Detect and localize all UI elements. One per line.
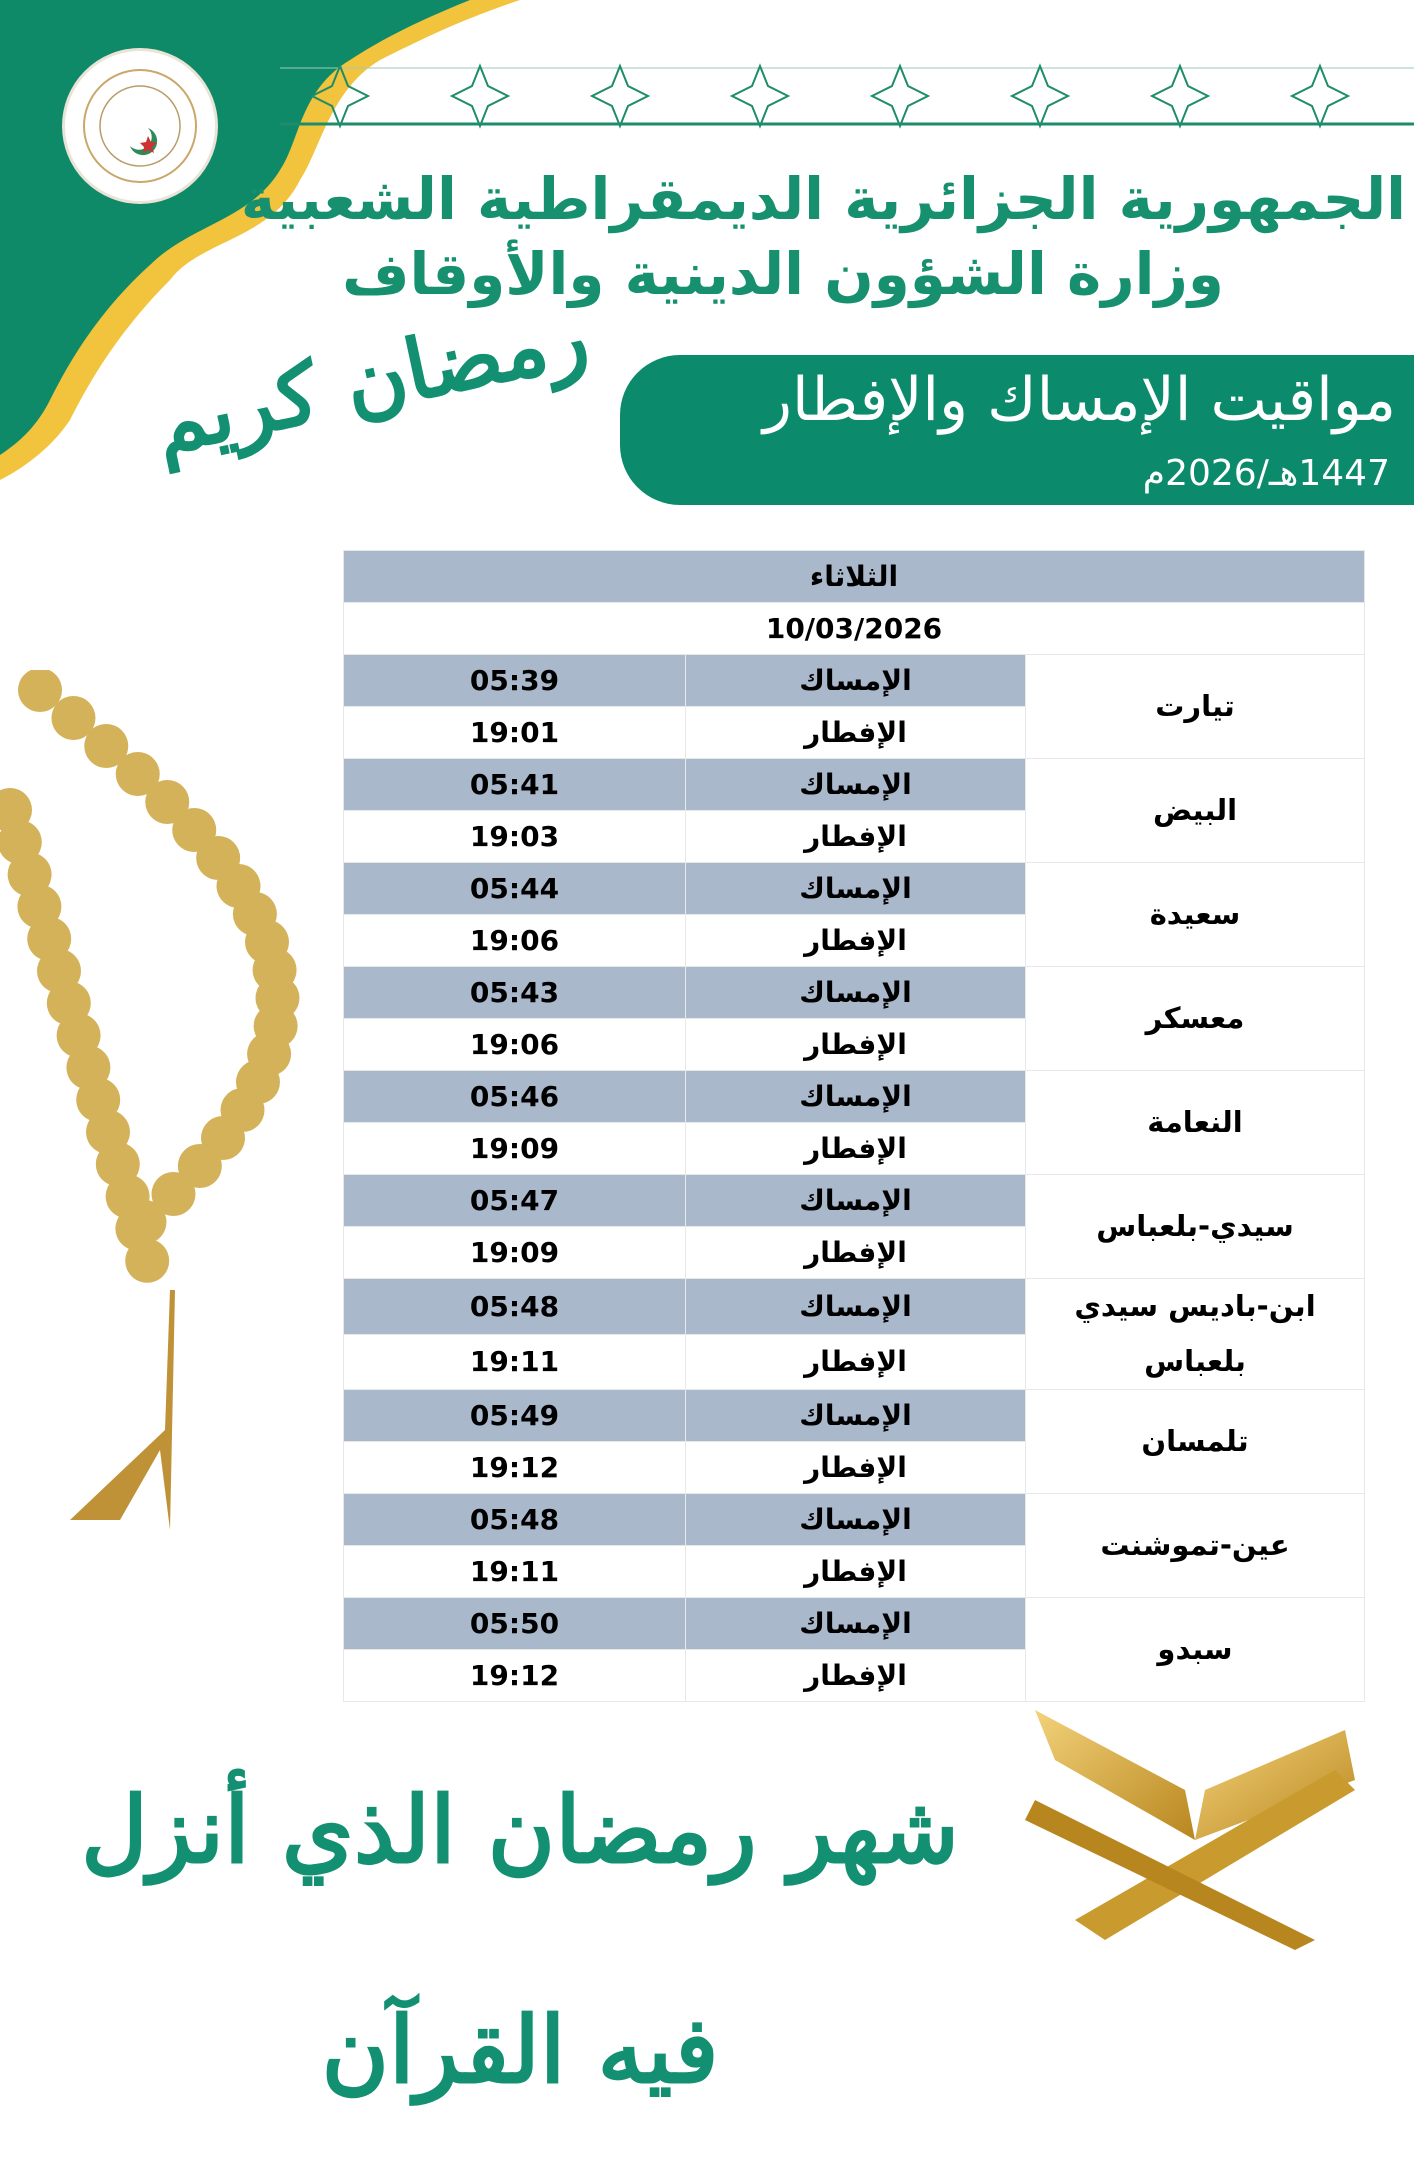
iftar-label: الإفطار	[685, 810, 1026, 863]
city-row-imsak: سيدي-بلعباس الإمساك 05:47	[343, 1174, 1365, 1279]
city-row-imsak: ابن-باديس سيدي بلعباس الإمساك 05:48	[343, 1277, 1365, 1391]
city-name: تيارت	[1025, 654, 1365, 759]
imsak-time: 05:50	[343, 1597, 686, 1651]
bead	[84, 724, 129, 768]
city-row-imsak: سبدو الإمساك 05:50	[343, 1597, 1365, 1703]
city-name: البيض	[1025, 758, 1365, 863]
bead	[115, 752, 160, 796]
bead	[151, 1172, 196, 1216]
city-name: النعامة	[1025, 1070, 1365, 1175]
quran-book-icon	[1025, 1710, 1355, 1950]
ornamental-border	[280, 63, 1414, 129]
iftar-label: الإفطار	[685, 914, 1026, 967]
iftar-time: 19:03	[343, 810, 686, 863]
imsak-time: 05:44	[343, 862, 686, 915]
imsak-label: الإمساك	[685, 1070, 1026, 1123]
iftar-label: الإفطار	[685, 706, 1026, 759]
quran-verse-calligraphy: شهر رمضان الذي أنزل فيه القرآن	[80, 1776, 960, 2104]
bead	[177, 1144, 222, 1188]
iftar-time: 19:09	[343, 1122, 686, 1175]
bead	[145, 780, 190, 824]
republic-title: الجمهورية الجزائرية الديمقراطية الشعبية	[240, 165, 1406, 233]
imsak-label: الإمساك	[685, 1493, 1026, 1547]
imsak-label: الإمساك	[685, 1597, 1026, 1651]
city-row-iftar: الإفطار 19:09	[343, 1226, 1365, 1279]
ministry-title: وزارة الشؤون الدينية والأوقاف	[342, 240, 1224, 308]
city-row-iftar: الإفطار 19:06	[343, 914, 1365, 967]
imsak-time: 05:49	[343, 1389, 686, 1443]
imsak-label: الإمساك	[685, 1389, 1026, 1443]
city-row-imsak: البيض الإمساك 05:41	[343, 758, 1365, 863]
tassel	[70, 1290, 175, 1530]
title-banner: مواقيت الإمساك والإفطار 1447هـ/2026م	[620, 355, 1414, 505]
iftar-label: الإفطار	[685, 1649, 1026, 1703]
iftar-time: 19:11	[343, 1545, 686, 1599]
date-header: 10/03/2026	[343, 602, 1365, 655]
city-row-imsak: معسكر الإمساك 05:43	[343, 966, 1365, 1071]
day-header: الثلاثاء	[343, 550, 1365, 603]
city-name: عين-تموشنت	[1025, 1493, 1365, 1599]
emblem-icon	[83, 69, 197, 183]
iftar-time: 19:11	[343, 1333, 686, 1391]
city-row-iftar: الإفطار 19:11	[343, 1545, 1365, 1599]
city-name: سيدي-بلعباس	[1025, 1174, 1365, 1279]
imsak-label: الإمساك	[685, 966, 1026, 1019]
city-name: معسكر	[1025, 966, 1365, 1071]
prayer-beads-icon	[0, 670, 300, 1530]
iftar-time: 19:12	[343, 1649, 686, 1703]
imsak-label: الإمساك	[685, 654, 1026, 707]
imsak-time: 05:41	[343, 758, 686, 811]
city-row-iftar: الإفطار 19:11	[343, 1333, 1365, 1391]
city-name: سعيدة	[1025, 862, 1365, 967]
imsak-label: الإمساك	[685, 758, 1026, 811]
bead	[18, 670, 62, 712]
city-name: تلمسان	[1025, 1389, 1365, 1495]
iftar-label: الإفطار	[685, 1226, 1026, 1279]
iftar-time: 19:12	[343, 1441, 686, 1495]
banner-title: مواقيت الإمساك والإفطار	[763, 365, 1396, 435]
iftar-time: 19:06	[343, 914, 686, 967]
iftar-time: 19:06	[343, 1018, 686, 1071]
city-row-imsak: سعيدة الإمساك 05:44	[343, 862, 1365, 967]
iftar-time: 19:09	[343, 1226, 686, 1279]
iftar-label: الإفطار	[685, 1018, 1026, 1071]
imsak-time: 05:47	[343, 1174, 686, 1227]
city-row-iftar: الإفطار 19:01	[343, 706, 1365, 759]
city-row-iftar: الإفطار 19:06	[343, 1018, 1365, 1071]
imsak-label: الإمساك	[685, 862, 1026, 915]
city-row-imsak: النعامة الإمساك 05:46	[343, 1070, 1365, 1175]
city-name: سبدو	[1025, 1597, 1365, 1703]
iftar-label: الإفطار	[685, 1122, 1026, 1175]
imsak-time: 05:48	[343, 1493, 686, 1547]
imsak-time: 05:48	[343, 1278, 686, 1335]
city-name: ابن-باديس سيدي بلعباس	[1025, 1277, 1365, 1391]
city-row-iftar: الإفطار 19:09	[343, 1122, 1365, 1175]
imsak-label: الإمساك	[685, 1174, 1026, 1227]
city-row-imsak: تيارت الإمساك 05:39	[343, 654, 1365, 759]
ministry-logo	[62, 48, 218, 204]
iftar-label: الإفطار	[685, 1441, 1026, 1495]
city-row-imsak: عين-تموشنت الإمساك 05:48	[343, 1493, 1365, 1599]
city-row-imsak: تلمسان الإمساك 05:49	[343, 1389, 1365, 1495]
imsak-label: الإمساك	[685, 1278, 1026, 1335]
iftar-label: الإفطار	[685, 1545, 1026, 1599]
imsak-time: 05:39	[343, 654, 686, 707]
city-row-iftar: الإفطار 19:12	[343, 1649, 1365, 1703]
imsak-iftar-table: الثلاثاء 10/03/2026 تيارت الإمساك 05:39 ا…	[343, 550, 1365, 1703]
bead	[51, 696, 96, 740]
banner-year: 1447هـ/2026م	[1142, 453, 1390, 494]
iftar-label: الإفطار	[685, 1333, 1026, 1391]
imsak-time: 05:43	[343, 966, 686, 1019]
iftar-time: 19:01	[343, 706, 686, 759]
bead	[125, 1238, 170, 1283]
city-row-iftar: الإفطار 19:12	[343, 1441, 1365, 1495]
imsak-time: 05:46	[343, 1070, 686, 1123]
